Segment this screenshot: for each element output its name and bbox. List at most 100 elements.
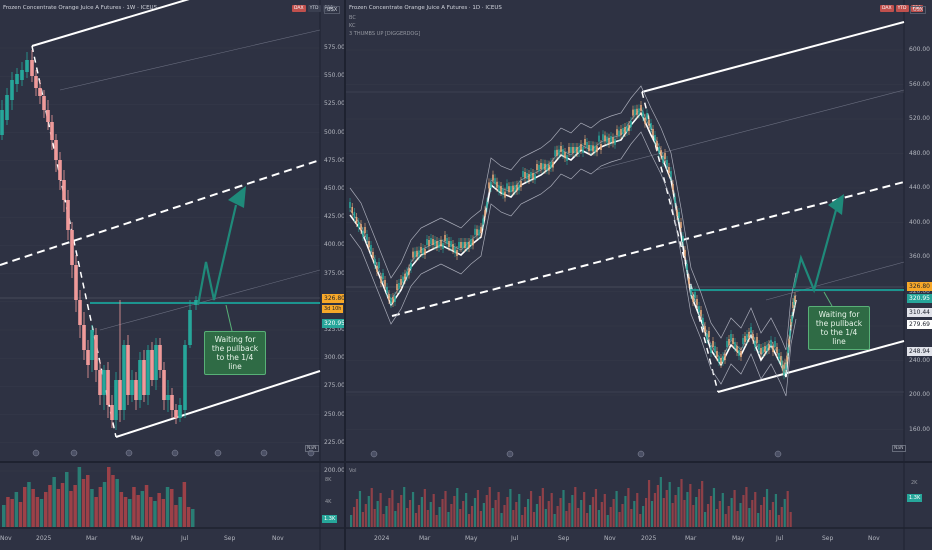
volume-bar xyxy=(358,491,362,527)
volume-bar xyxy=(742,495,745,527)
volume-bar xyxy=(647,480,651,527)
candle-body xyxy=(154,345,158,380)
candle-body xyxy=(656,141,658,147)
time-axis-tick-label: May xyxy=(732,535,745,542)
candle-body xyxy=(522,171,524,177)
candle-body xyxy=(598,135,600,142)
candle-body xyxy=(362,231,364,237)
event-marker-icon xyxy=(637,450,645,458)
indicator-label[interactable]: BC xyxy=(349,15,356,21)
volume-bar xyxy=(600,502,603,527)
price-axis-tick-label: 375.00 xyxy=(324,269,344,277)
volume-bar xyxy=(774,494,777,527)
event-marker-icon xyxy=(214,449,222,457)
candle-body xyxy=(514,185,516,192)
event-marker-icon xyxy=(370,450,378,458)
volume-bar xyxy=(450,504,453,527)
volume-bar xyxy=(102,482,107,527)
candle-body xyxy=(574,147,576,153)
candle-body xyxy=(355,217,358,223)
p30-button[interactable]: P30 xyxy=(910,5,923,12)
candle-body xyxy=(568,147,570,153)
candle-body xyxy=(542,163,544,170)
volume-bar xyxy=(630,509,633,527)
volume-bar xyxy=(14,492,19,527)
candle-body xyxy=(720,358,722,364)
candle-body xyxy=(584,139,586,145)
fork-lower-line xyxy=(717,340,905,393)
annotation-note[interactable]: Waiting for the pullback to the 1/4 line xyxy=(204,331,266,375)
candle-body xyxy=(38,88,42,96)
ytd-button[interactable]: YTD xyxy=(307,5,321,12)
p30-button[interactable]: P30 xyxy=(322,5,335,12)
candle-body xyxy=(710,347,712,353)
indicator-label[interactable]: KC xyxy=(349,23,356,29)
candle-body xyxy=(492,174,494,181)
volume-bar xyxy=(538,496,541,527)
daily-chart-canvas[interactable] xyxy=(346,0,932,550)
volume-bar xyxy=(541,488,544,527)
candle-body xyxy=(684,250,686,256)
volume-bar xyxy=(435,515,438,527)
volume-bar xyxy=(615,491,618,527)
ytd-button[interactable]: YTD xyxy=(895,5,909,12)
volume-bar xyxy=(577,508,580,527)
candle-body xyxy=(126,345,130,395)
currency-badge[interactable]: USX xyxy=(910,6,927,14)
candle-body xyxy=(438,242,440,248)
volume-bar xyxy=(639,514,642,527)
volume-bar xyxy=(470,506,474,527)
candle-body xyxy=(392,297,394,303)
candle-body xyxy=(412,251,414,258)
price-axis-tick-label: 200.00 xyxy=(324,467,344,474)
indicator-label[interactable]: 3 THUMBS UP [DIGGERDOG] xyxy=(349,31,421,37)
volume-bar xyxy=(376,501,379,527)
volume-bar xyxy=(668,482,671,527)
weekly-chart-panel[interactable]: Frozen Concentrate Orange Juice A Future… xyxy=(0,0,344,550)
candle-body xyxy=(736,346,738,352)
candle-body xyxy=(448,241,450,247)
candle-body xyxy=(704,326,706,332)
daily-chart-panel[interactable]: Frozen Concentrate Orange Juice A Future… xyxy=(346,0,932,550)
candle-body xyxy=(730,334,732,340)
price-axis-tick-label: 425.00 xyxy=(324,213,344,221)
panel-divider[interactable] xyxy=(344,0,346,550)
arrow-head-icon xyxy=(828,194,844,215)
price-axis-tick-label: 250.00 xyxy=(324,410,344,418)
candle-body xyxy=(450,241,452,247)
event-marker-icon xyxy=(125,449,133,457)
volume-bar xyxy=(727,506,730,527)
candle-body xyxy=(360,224,362,230)
annotation-note[interactable]: Waiting for the pullback to the 1/4 line xyxy=(808,306,870,350)
candle-body xyxy=(15,74,19,84)
candle-body xyxy=(748,332,750,338)
volume-bar xyxy=(748,508,751,527)
volume-bar xyxy=(565,511,568,527)
currency-badge[interactable]: USX xyxy=(324,6,341,14)
volume-bar xyxy=(763,497,766,527)
fork-quarter-line xyxy=(595,89,905,171)
candle-body xyxy=(718,356,720,362)
dax-button[interactable]: DAX xyxy=(880,5,894,12)
candle-body xyxy=(686,264,688,270)
volume-bar xyxy=(385,506,388,527)
candle-body xyxy=(372,252,374,258)
fork-handle-line xyxy=(31,45,117,438)
candle-body xyxy=(484,210,486,217)
volume-bar xyxy=(586,513,589,527)
note-connector xyxy=(823,291,833,307)
volume-bar xyxy=(715,509,718,527)
volume-tag: 1.3K xyxy=(907,494,923,502)
weekly-chart-canvas[interactable] xyxy=(0,0,344,550)
candle-body xyxy=(366,234,368,240)
candle-body xyxy=(368,241,370,247)
candle-body xyxy=(756,337,758,343)
volume-bar xyxy=(27,482,31,527)
candle-body xyxy=(666,160,668,166)
volume-bar xyxy=(479,511,482,527)
candle-body xyxy=(632,109,634,116)
candle-body xyxy=(789,330,791,337)
fork-quarter-line xyxy=(99,269,321,331)
candle-body xyxy=(694,292,696,298)
dax-button[interactable]: DAX xyxy=(292,5,306,12)
